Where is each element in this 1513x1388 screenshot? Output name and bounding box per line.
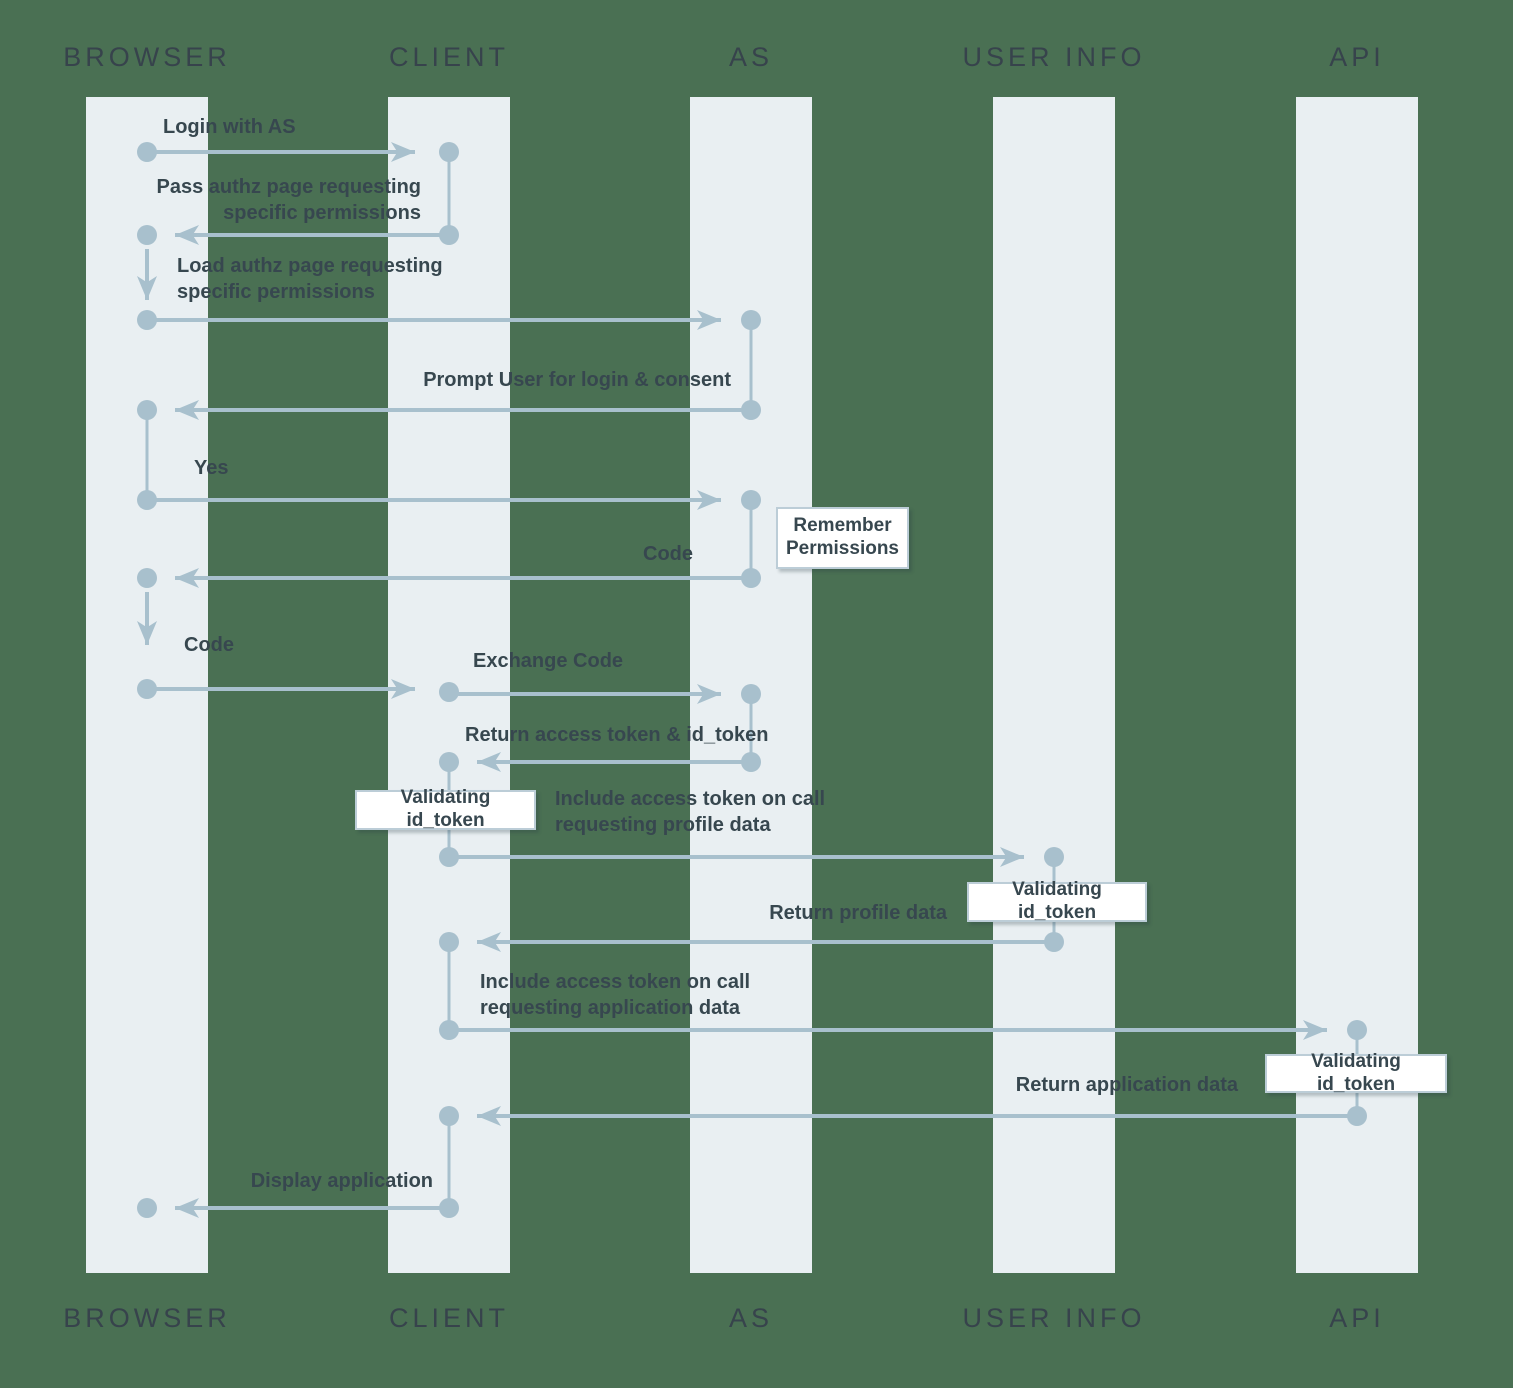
message-label-exchange-code: Exchange Code — [473, 650, 624, 672]
message-label-pass-authz-page: Pass authz page requesting specific perm… — [156, 176, 421, 225]
message-arrows — [137, 142, 1357, 1218]
message-label-display-application: Display application — [250, 1170, 433, 1192]
actor-header-browser-bottom: BROWSER — [63, 1303, 231, 1333]
message-label-code-as: Code — [643, 543, 693, 565]
message-label-load-authz-page: Load authz page requesting specific perm… — [177, 255, 443, 304]
note-validating-id-token-api: Validating id_token — [1265, 1051, 1447, 1095]
actor-header-api-top: API — [1329, 42, 1385, 72]
actor-header-user-info-bottom: USER INFO — [962, 1303, 1146, 1333]
message-label-include-token-profile: Include access token on call requesting … — [555, 788, 826, 837]
message-label-include-token-application: Include access token on call requesting … — [480, 971, 751, 1020]
actor-header-as-top: AS — [728, 42, 774, 72]
actor-header-browser-top: BROWSER — [63, 42, 231, 72]
message-label-return-tokens: Return access token & id_token — [465, 724, 769, 746]
actor-header-client-top: CLIENT — [388, 42, 510, 72]
message-label-prompt-user: Prompt User for login & consent — [423, 369, 731, 391]
actor-header-user-info-top: USER INFO — [962, 42, 1146, 72]
note-validating-id-token-user-info: Validating id_token — [967, 879, 1147, 923]
message-endpoint-nodes — [137, 142, 1367, 1218]
message-label-return-application-data: Return application data — [1015, 1074, 1238, 1096]
actor-header-client-bottom: CLIENT — [388, 1303, 510, 1333]
actor-header-api-bottom: API — [1329, 1303, 1385, 1333]
note-validating-id-token-client: Validating id_token — [355, 787, 536, 831]
note-remember-permissions: Remember Permissions — [776, 507, 909, 569]
message-label-yes: Yes — [194, 457, 229, 479]
lifeline-lane-user-info — [993, 97, 1115, 1273]
actor-header-as-bottom: AS — [728, 1303, 774, 1333]
message-label-return-profile-data: Return profile data — [769, 902, 947, 924]
message-label-code-browser: Code — [184, 634, 234, 656]
message-label-login-with-as: Login with AS — [163, 116, 296, 138]
